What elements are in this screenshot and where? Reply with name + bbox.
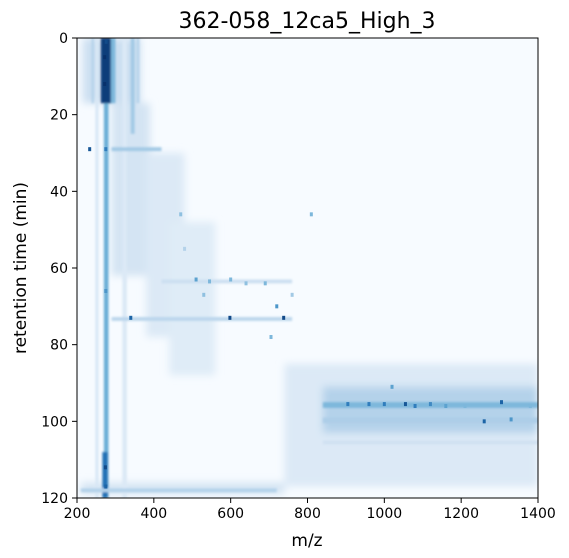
heatmap-peak (444, 404, 448, 408)
heatmap-peak (403, 402, 407, 407)
heatmap-peak (428, 402, 432, 407)
heatmap-band (111, 147, 162, 152)
heatmap-peak (482, 419, 486, 424)
x-axis-label: m/z (291, 531, 322, 551)
x-tick-label: 1000 (367, 506, 403, 522)
x-axis: 200 400 600 800 1000 1200 1400 (64, 498, 556, 522)
heatmap-peak (202, 292, 206, 297)
heatmap-peak (103, 465, 107, 470)
heatmap-peak (208, 279, 212, 284)
heatmap-band (110, 38, 116, 104)
heatmap-peak (528, 404, 532, 408)
chart-title: 362-058_12ca5_High_3 (178, 9, 435, 34)
heatmap-peak (103, 55, 107, 60)
heatmap-peak (228, 315, 232, 320)
x-tick-label: 800 (294, 506, 321, 522)
heatmap-peak (104, 484, 108, 489)
y-axis-label: retention time (min) (11, 182, 31, 354)
y-tick-label: 40 (50, 184, 68, 200)
heatmap-peak (244, 281, 248, 286)
heatmap-peak (104, 147, 108, 152)
y-tick-label: 80 (50, 338, 68, 354)
heatmap-band (95, 38, 99, 498)
y-tick-label: 0 (59, 31, 68, 47)
x-tick-label: 600 (217, 506, 244, 522)
heatmap-peak (229, 277, 233, 282)
y-axis: 0 20 40 60 80 100 120 (41, 31, 77, 507)
heatmap-peak (367, 402, 371, 407)
heatmap-region (169, 222, 216, 376)
heatmap-peak (104, 289, 108, 293)
heatmap-region (322, 386, 538, 433)
y-tick-label: 120 (41, 491, 68, 507)
heatmap-peak (179, 212, 183, 217)
heatmap-regions (80, 38, 538, 495)
heatmap-peak (275, 304, 279, 309)
heatmap-band (91, 38, 94, 104)
heatmap-peak (346, 402, 350, 407)
x-tick-label: 1200 (443, 506, 479, 522)
heatmap-band (102, 452, 108, 498)
heatmap-band (103, 38, 109, 498)
heatmap-band (111, 317, 293, 321)
heatmap-region (111, 103, 150, 276)
heatmap-band (122, 38, 127, 498)
heatmap-layer (80, 38, 538, 498)
heatmap-peak (463, 404, 467, 408)
heatmap-peak (390, 384, 394, 389)
y-tick-label: 60 (50, 261, 68, 277)
heatmap-peak (129, 315, 133, 320)
heatmap-band (100, 38, 112, 104)
heatmap-peak (104, 39, 108, 44)
heatmap-peak (509, 417, 513, 422)
heatmap-peak (500, 400, 504, 405)
heatmap-peaks (88, 39, 532, 489)
heatmap-band (130, 38, 135, 134)
heatmap-band (80, 488, 277, 493)
heatmap-peak (103, 82, 107, 86)
heatmap-peak (290, 292, 294, 297)
heatmap-peak (263, 281, 267, 286)
heatmap-peak (194, 277, 198, 282)
x-tick-label: 200 (64, 506, 91, 522)
heatmap-band (322, 440, 538, 445)
y-tick-label: 100 (41, 414, 68, 430)
heatmap-band (161, 279, 293, 284)
x-tick-label: 400 (140, 506, 167, 522)
heatmap-peak (382, 402, 386, 407)
heatmap-peak (269, 335, 273, 339)
heatmap-peak (282, 315, 286, 320)
heatmap-band (136, 38, 140, 104)
heatmap-peak (309, 212, 313, 217)
heatmap-peak (183, 246, 187, 251)
heatmap-band (322, 417, 538, 424)
y-tick-label: 20 (50, 108, 68, 124)
heatmap-peak (413, 404, 417, 408)
x-tick-label: 1400 (520, 506, 556, 522)
heatmap-peak (88, 147, 92, 152)
